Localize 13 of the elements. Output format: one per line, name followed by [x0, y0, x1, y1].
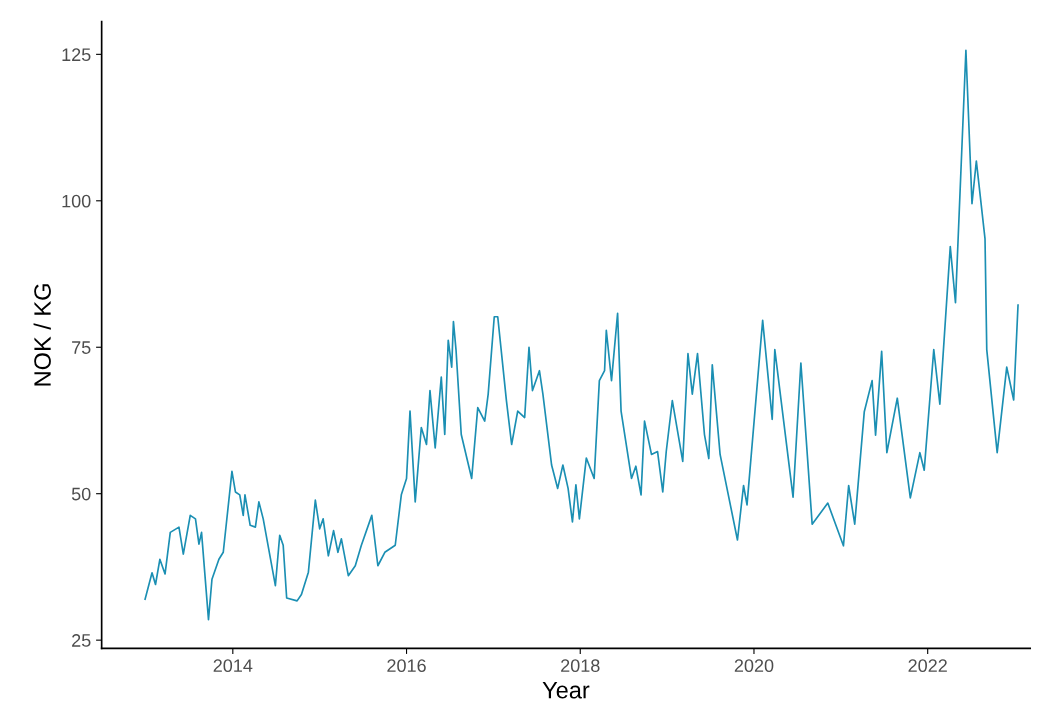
y-tick-label: 75: [72, 341, 91, 354]
y-tick-label: 125: [62, 48, 91, 62]
x-tick-label: 2022: [908, 659, 947, 673]
x-tick-label: 2018: [561, 659, 600, 673]
x-tick-label: 2016: [387, 659, 426, 673]
y-tick-label: 50: [71, 487, 91, 501]
x-tick-label: 2014: [213, 659, 253, 673]
x-axis-title: Year: [542, 682, 590, 699]
y-tick-label: 100: [62, 194, 91, 208]
y-axis-title: NOK / KG: [33, 284, 51, 386]
x-tick-label: 2020: [734, 659, 774, 673]
y-tick-label: 25: [72, 634, 91, 647]
line-series: [144, 49, 1019, 621]
